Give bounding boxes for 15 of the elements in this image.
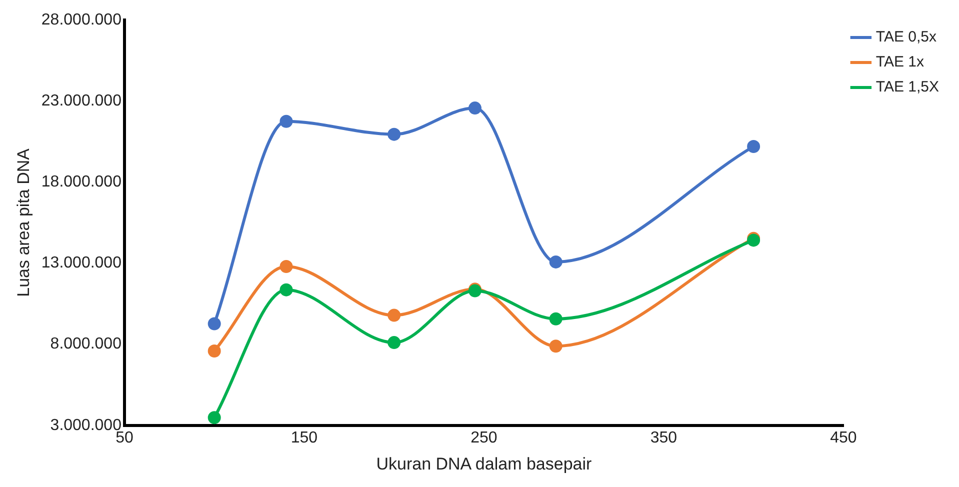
y-tick-label: 13.000.000 [41, 254, 122, 272]
y-tick-label: 8.000.000 [50, 336, 122, 353]
y-tick-label: 28.000.000 [41, 11, 122, 28]
x-axis-title: Ukuran DNA dalam basepair [376, 454, 592, 474]
y-tick-label: 18.000.000 [41, 174, 122, 191]
legend-label: TAE 1x [876, 54, 924, 71]
x-tick-label: 250 [470, 429, 498, 446]
x-tick-label: 150 [290, 429, 318, 446]
legend-label: TAE 1,5X [876, 78, 940, 96]
x-tick-label: 350 [650, 429, 678, 446]
y-axis-title: Luas area pita DNA [14, 148, 33, 297]
x-tick-label: 50 [116, 429, 134, 446]
y-tick-label: 23.000.000 [41, 92, 122, 110]
legend-label: TAE 0,5x [876, 28, 937, 46]
x-tick-label: 450 [830, 429, 857, 446]
